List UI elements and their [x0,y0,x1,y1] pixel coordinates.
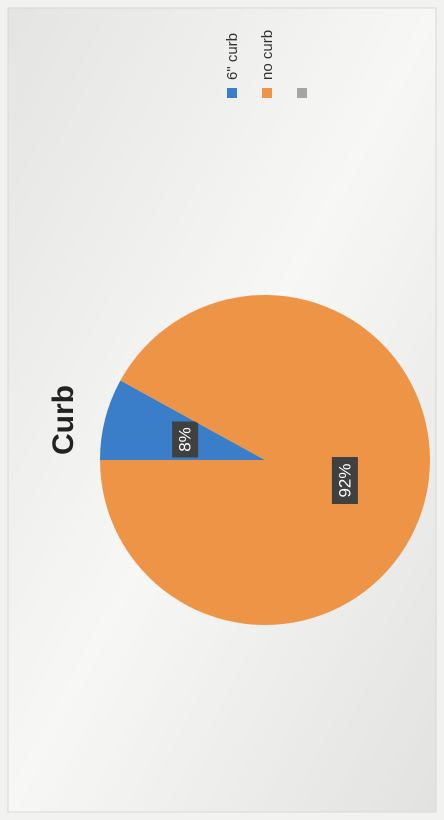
data-label-box [331,457,358,505]
legend-swatch [297,88,307,98]
pie-slice [100,295,430,625]
data-label: 92% [335,464,354,498]
legend-label: no curb [259,30,276,80]
legend-swatch [262,88,272,98]
rotated-chart: Curb 8% 92% 6" curb no curb [47,30,430,625]
chart-title: Curb [47,385,80,455]
data-label-box [172,421,199,458]
legend-label: 6" curb [224,33,241,80]
data-label: 8% [176,427,195,452]
pie-slice [100,380,265,460]
legend-swatch [227,88,237,98]
